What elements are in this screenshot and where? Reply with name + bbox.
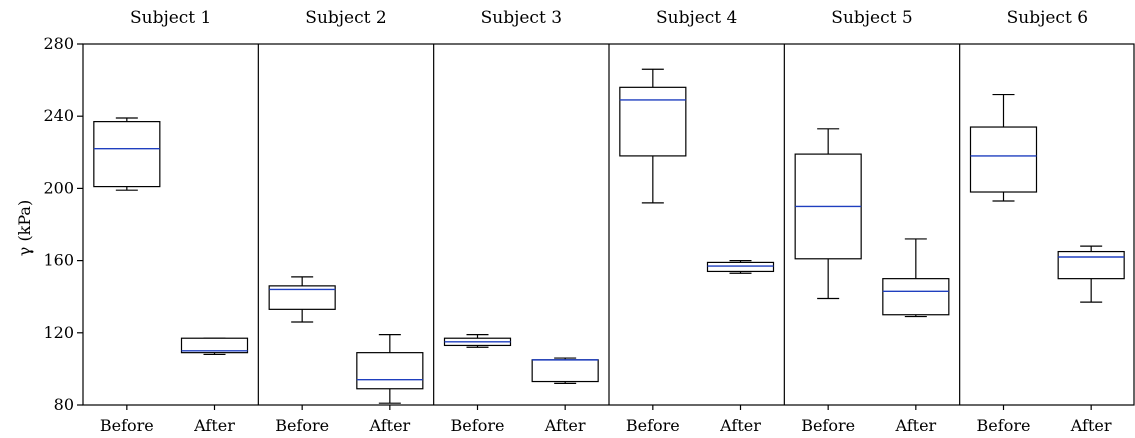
iqr-box xyxy=(706,261,775,273)
y-tick-label: 160 xyxy=(43,251,74,270)
x-tick-label: After xyxy=(719,416,761,435)
subject-panel: Subject 6 Before After xyxy=(959,8,1125,435)
x-tick-label: Before xyxy=(275,416,329,435)
y-axis: 80 120 160 200 240 280 xyxy=(43,34,83,414)
y-tick-label: 280 xyxy=(43,34,74,53)
subject-title: Subject 1 xyxy=(130,8,211,28)
x-tick-label: Before xyxy=(801,416,855,435)
subject-title: Subject 5 xyxy=(831,8,912,28)
subject-title: Subject 3 xyxy=(481,8,562,28)
iqr-box xyxy=(268,285,336,310)
subject-panel: Subject 3 Before After xyxy=(433,8,599,435)
iqr-box xyxy=(93,121,161,188)
box-before: Before xyxy=(619,68,687,435)
box-after: After xyxy=(531,357,599,435)
x-tick-label: After xyxy=(368,416,410,435)
subject-title: Subject 6 xyxy=(1007,8,1088,28)
x-tick-label: After xyxy=(544,416,586,435)
subject-panel: Subject 5 Before After xyxy=(783,8,950,435)
x-tick-label: Before xyxy=(626,416,680,435)
box-before: Before xyxy=(443,334,512,435)
x-tick-label: After xyxy=(1070,416,1112,435)
y-tick-label: 120 xyxy=(43,323,74,342)
subject-title: Subject 2 xyxy=(305,8,386,28)
iqr-box xyxy=(882,278,950,316)
x-tick-label: After xyxy=(894,416,936,435)
iqr-box xyxy=(1057,250,1125,280)
iqr-box xyxy=(531,359,599,383)
subject-title: Subject 4 xyxy=(656,8,737,28)
y-tick-label: 240 xyxy=(43,106,74,125)
subject-panels: Subject 1 Before After Subject 2 Before After… xyxy=(93,8,1125,435)
iqr-box xyxy=(356,352,424,390)
box-after: After xyxy=(356,334,424,435)
subject-panel: Subject 2 Before After xyxy=(257,8,424,435)
x-tick-label: Before xyxy=(977,416,1031,435)
x-tick-label: Before xyxy=(100,416,154,435)
box-before: Before xyxy=(93,117,161,435)
box-after: After xyxy=(706,260,775,435)
y-axis-label: γ (kPa) xyxy=(15,200,34,256)
box-before: Before xyxy=(268,276,336,435)
iqr-box xyxy=(619,86,687,157)
subject-panel: Subject 4 Before After xyxy=(608,8,775,435)
y-tick-label: 80 xyxy=(54,395,74,414)
iqr-box xyxy=(180,337,249,354)
box-before: Before xyxy=(969,93,1038,435)
box-before: Before xyxy=(794,128,862,435)
box-after: After xyxy=(882,238,950,435)
box-after: After xyxy=(1057,245,1125,435)
x-tick-label: Before xyxy=(451,416,505,435)
plot-frame xyxy=(82,43,1135,406)
iqr-box xyxy=(969,126,1038,193)
box-after: After xyxy=(180,337,249,435)
x-tick-label: After xyxy=(193,416,235,435)
y-tick-label: 200 xyxy=(43,178,74,197)
subject-panel: Subject 1 Before After xyxy=(93,8,249,435)
